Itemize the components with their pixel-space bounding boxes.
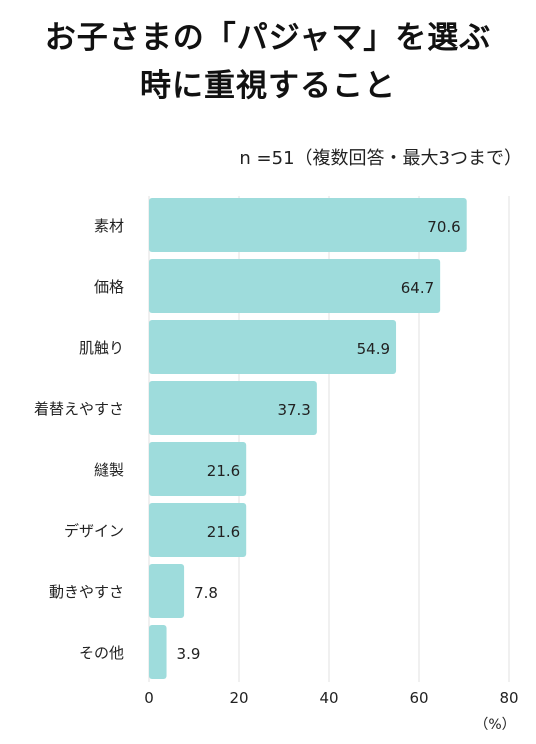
- data-label: 21.6: [207, 523, 240, 541]
- bar: [149, 320, 397, 374]
- data-label: 37.3: [277, 401, 310, 419]
- data-label: 70.6: [427, 218, 460, 236]
- bar: [149, 381, 317, 435]
- bar: [149, 442, 247, 496]
- bar: [149, 198, 467, 252]
- x-unit-label: （%）: [474, 717, 515, 733]
- x-tick-label: 20: [229, 689, 248, 707]
- category-label: その他: [79, 644, 124, 662]
- data-label: 21.6: [207, 462, 240, 480]
- chart-title: お子さまの「パジャマ」を選ぶ 時に重視すること: [0, 14, 536, 110]
- category-label: 素材: [94, 217, 124, 235]
- chart-subtitle: n =51（複数回答・最大3つまで）: [239, 148, 522, 169]
- x-tick-label: 60: [409, 689, 428, 707]
- chart-title-line-1: お子さまの「パジャマ」を選ぶ: [44, 20, 492, 56]
- category-label: デザイン: [64, 522, 124, 540]
- category-label: 価格: [94, 278, 124, 296]
- bar: [149, 564, 185, 618]
- data-label: 54.9: [357, 340, 390, 358]
- x-tick-label: 80: [499, 689, 518, 707]
- bar: [149, 503, 247, 557]
- chart-title-line-2: 時に重視すること: [140, 68, 396, 104]
- data-label: 3.9: [177, 645, 201, 663]
- category-label: 肌触り: [79, 339, 124, 357]
- x-tick-label: 40: [319, 689, 338, 707]
- category-label: 縫製: [94, 461, 124, 479]
- x-tick-label: 0: [144, 689, 154, 707]
- data-label: 7.8: [194, 584, 218, 602]
- category-label: 着替えやすさ: [34, 400, 124, 418]
- data-label: 64.7: [401, 279, 434, 297]
- bar: [149, 259, 441, 313]
- bar: [149, 625, 167, 679]
- category-label: 動きやすさ: [49, 583, 124, 601]
